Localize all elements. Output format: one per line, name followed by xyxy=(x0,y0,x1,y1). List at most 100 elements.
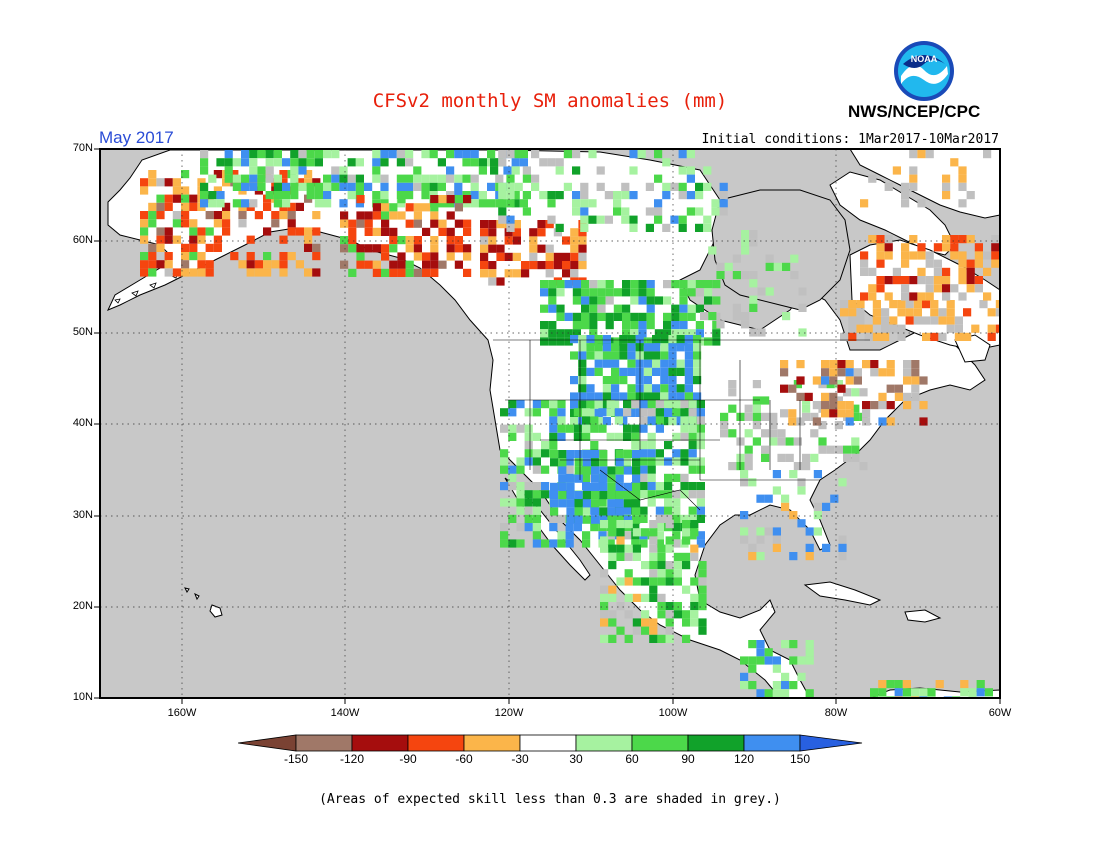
anomaly-cell xyxy=(600,569,609,578)
anomaly-cell xyxy=(785,453,794,462)
anomaly-cell xyxy=(752,396,761,405)
anomaly-cell xyxy=(901,276,910,285)
colorbar-segment xyxy=(575,734,633,752)
anomaly-cell xyxy=(788,417,797,426)
anomaly-cell xyxy=(772,543,781,552)
anomaly-cell xyxy=(213,186,222,195)
anomaly-cell xyxy=(708,246,717,255)
anomaly-cell xyxy=(263,252,272,261)
colorbar-label: 90 xyxy=(681,752,695,766)
anomaly-cell xyxy=(749,271,758,280)
anomaly-cell xyxy=(859,462,868,471)
anomaly-cell xyxy=(696,514,705,523)
anomaly-cell xyxy=(853,368,862,377)
anomaly-cell xyxy=(632,474,641,483)
anomaly-cell xyxy=(672,473,681,482)
anomaly-cell xyxy=(711,207,720,216)
anomaly-cell xyxy=(680,424,689,433)
anomaly-cell xyxy=(529,252,538,261)
anomaly-cell xyxy=(679,321,688,330)
anomaly-cell xyxy=(589,296,598,305)
hispaniola xyxy=(904,609,942,623)
anomaly-cell xyxy=(591,515,600,524)
anomaly-cell xyxy=(213,243,222,252)
anomaly-cell xyxy=(834,396,843,405)
anomaly-cell xyxy=(306,158,315,167)
anomaly-cell xyxy=(837,409,846,418)
anomaly-cell xyxy=(524,449,533,458)
anomaly-cell xyxy=(547,199,556,208)
anomaly-cell xyxy=(665,561,674,570)
anomaly-cell xyxy=(148,268,157,277)
anomaly-cell xyxy=(740,656,749,665)
anomaly-cell xyxy=(772,664,781,673)
anomaly-cell xyxy=(764,656,773,665)
anomaly-cell xyxy=(323,174,332,183)
anomaly-cell xyxy=(421,150,430,159)
anomaly-cell xyxy=(550,458,559,467)
anomaly-cell xyxy=(623,424,632,433)
anomaly-cell xyxy=(511,191,520,200)
anomaly-cell xyxy=(463,252,472,261)
anomaly-cell xyxy=(222,227,231,236)
anomaly-cell xyxy=(287,227,296,236)
anomaly-cell xyxy=(282,199,291,208)
anomaly-cell xyxy=(925,259,934,268)
anomaly-cell xyxy=(840,308,849,317)
anomaly-cell xyxy=(480,252,489,261)
anomaly-cell xyxy=(616,602,625,611)
anomaly-cell xyxy=(919,417,928,426)
anomaly-cell xyxy=(756,656,765,665)
anomaly-cell xyxy=(665,610,674,619)
anomaly-cell xyxy=(605,280,614,289)
anomaly-cell xyxy=(230,170,239,179)
anomaly-cell xyxy=(339,174,348,183)
anomaly-cell xyxy=(397,236,406,245)
anomaly-cell xyxy=(749,328,758,337)
anomaly-cell xyxy=(848,308,857,317)
anomaly-cell xyxy=(909,292,918,301)
anomaly-cell xyxy=(271,219,280,228)
anomaly-cell xyxy=(782,312,791,321)
anomaly-cell xyxy=(796,376,805,385)
anomaly-cell xyxy=(657,610,666,619)
anomaly-cell xyxy=(834,421,843,430)
anomaly-cell xyxy=(881,316,890,325)
anomaly-cell xyxy=(641,618,650,627)
anomaly-cell xyxy=(665,520,674,529)
anomaly-cell xyxy=(664,473,673,482)
anomaly-cell xyxy=(616,520,625,529)
anomaly-cell xyxy=(608,528,617,537)
anomaly-cell xyxy=(821,368,830,377)
anomaly-cell xyxy=(695,304,704,313)
anomaly-cell xyxy=(693,376,702,385)
anomaly-cell xyxy=(282,182,291,191)
anomaly-cell xyxy=(641,577,650,586)
map-title: CFSv2 monthly SM anomalies (mm) xyxy=(372,90,728,112)
anomaly-cell xyxy=(748,478,757,487)
anomaly-cell xyxy=(521,261,530,270)
anomaly-cell xyxy=(829,401,838,410)
anomaly-cell xyxy=(749,303,758,312)
anomaly-cell xyxy=(405,203,414,212)
anomaly-cell xyxy=(241,174,250,183)
anomaly-cell xyxy=(405,268,414,277)
anomaly-cell xyxy=(665,544,674,553)
anomaly-cell xyxy=(834,380,843,389)
anomaly-cell xyxy=(600,610,609,619)
anomaly-cell xyxy=(454,236,463,245)
anomaly-cell xyxy=(582,531,591,540)
anomaly-cell xyxy=(500,449,509,458)
anomaly-cell xyxy=(687,329,696,338)
anomaly-cell xyxy=(588,215,597,224)
anomaly-cell xyxy=(504,269,513,278)
anomaly-cell xyxy=(958,251,967,260)
anomaly-cell xyxy=(719,207,728,216)
anomaly-cell xyxy=(462,199,471,208)
anomaly-cell xyxy=(741,246,750,255)
anomaly-cell xyxy=(589,312,598,321)
anomaly-cell xyxy=(558,450,567,459)
anomaly-cell xyxy=(655,490,664,499)
anomaly-cell xyxy=(496,244,505,253)
anomaly-cell xyxy=(516,465,525,474)
